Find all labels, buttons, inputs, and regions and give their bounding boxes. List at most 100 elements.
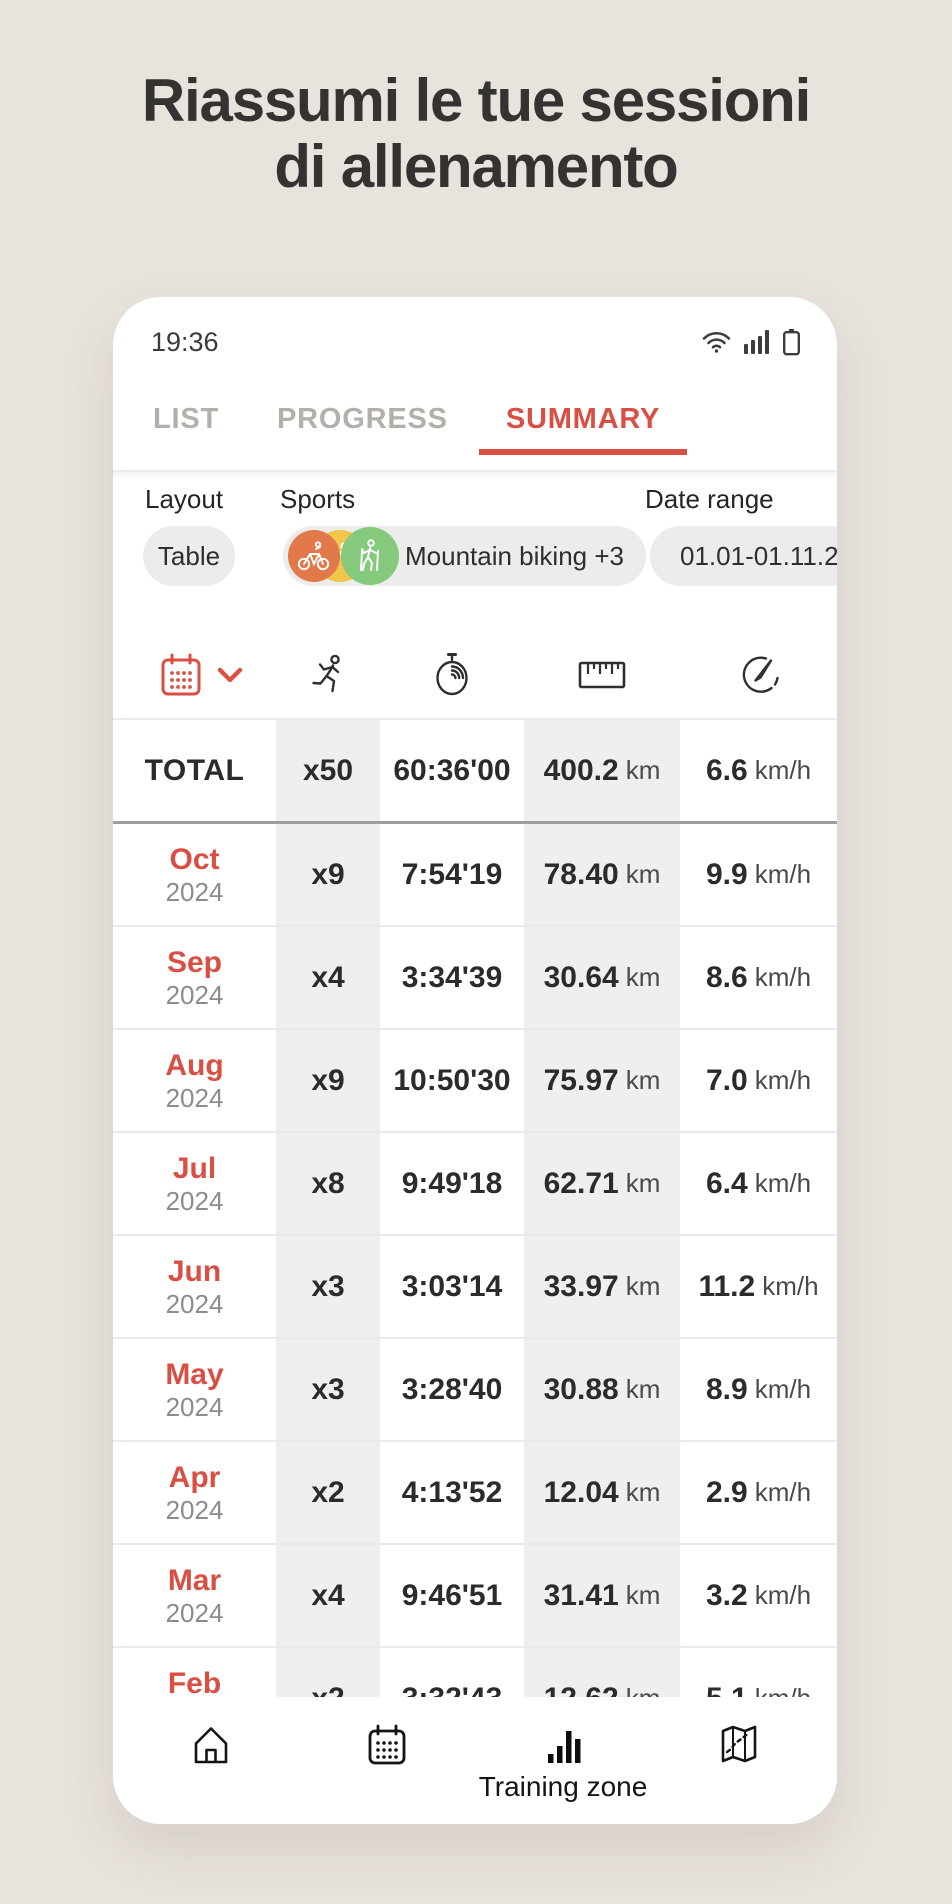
- total-distance: 400.2: [543, 753, 619, 787]
- row-year: 2024: [165, 1185, 224, 1216]
- row-year: 2024: [165, 1391, 224, 1422]
- row-count: x3: [311, 1372, 345, 1406]
- page-title-line1: Riassumi le tue sessioni: [141, 67, 811, 134]
- row-duration: 3:28'40: [401, 1372, 503, 1406]
- tab-summary[interactable]: SUMMARY: [478, 393, 688, 470]
- month-column-header[interactable]: [113, 632, 276, 718]
- wifi-icon: [702, 330, 731, 354]
- row-month: Feb: [167, 1666, 222, 1700]
- row-speed: 11.2: [698, 1269, 756, 1303]
- sports-value: Mountain biking +3: [405, 540, 624, 571]
- row-month: Aug: [165, 1048, 224, 1082]
- table-row[interactable]: Jul 2024 x8 9:49'18 62.71 km 6.4 km/h: [113, 1133, 837, 1236]
- mountain-biking-icon: [288, 530, 340, 582]
- status-icons: [702, 327, 801, 357]
- row-distance-unit: km: [625, 1580, 661, 1610]
- status-time: 19:36: [151, 327, 219, 357]
- row-distance: 30.88: [543, 1372, 619, 1406]
- layout-label: Layout: [145, 484, 224, 514]
- row-duration: 10:50'30: [393, 1063, 511, 1097]
- total-distance-unit: km: [625, 755, 661, 785]
- row-duration: 3:03'14: [401, 1269, 503, 1303]
- row-speed-unit: km/h: [754, 1374, 812, 1404]
- speed-column-header[interactable]: [680, 632, 837, 718]
- row-speed: 8.9: [705, 1372, 748, 1406]
- divider-shadow: [113, 472, 837, 479]
- sports-select[interactable]: Mountain biking +3: [283, 526, 646, 586]
- row-count: x4: [311, 1578, 345, 1612]
- layout-value: Table: [157, 540, 221, 571]
- row-distance: 78.40: [543, 857, 619, 891]
- total-row: TOTAL x50 60:36'00 400.2 km 6.6 km/h: [113, 720, 837, 824]
- row-distance: 33.97: [543, 1269, 619, 1303]
- table-header-row: [113, 632, 837, 720]
- signal-icon: [744, 330, 769, 354]
- nav-item-diary[interactable]: [302, 1721, 472, 1824]
- row-duration: 3:34'39: [401, 960, 503, 994]
- row-distance-unit: km: [625, 1374, 661, 1404]
- row-distance: 62.71: [543, 1166, 619, 1200]
- row-speed-unit: km/h: [754, 1477, 812, 1507]
- divider: [113, 470, 837, 472]
- row-month: Jul: [172, 1151, 217, 1185]
- duration-column-header[interactable]: [380, 632, 524, 718]
- row-distance: 12.04: [543, 1475, 619, 1509]
- table-row[interactable]: Mar 2024 x4 9:46'51 31.41 km 3.2 km/h: [113, 1545, 837, 1648]
- row-duration: 4:13'52: [401, 1475, 503, 1509]
- row-speed: 6.4: [705, 1166, 748, 1200]
- tab-list[interactable]: LIST: [153, 403, 220, 435]
- row-distance-unit: km: [625, 1168, 661, 1198]
- table-row[interactable]: Oct 2024 x9 7:54'19 78.40 km 9.9 km/h: [113, 824, 837, 927]
- row-speed: 2.9: [705, 1475, 748, 1509]
- chevron-down-icon: [217, 666, 243, 684]
- nav-item-home[interactable]: [126, 1721, 296, 1824]
- table-row[interactable]: May 2024 x3 3:28'40 30.88 km 8.9 km/h: [113, 1339, 837, 1442]
- tab-progress[interactable]: PROGRESS: [277, 403, 448, 435]
- total-count: x50: [302, 753, 354, 787]
- row-month: May: [165, 1357, 224, 1391]
- battery-icon: [782, 328, 801, 356]
- page-title-line2: di allenamento: [274, 133, 678, 200]
- row-distance-unit: km: [625, 962, 661, 992]
- runner-icon: [305, 652, 351, 698]
- status-bar: 19:36: [113, 297, 837, 393]
- table-row[interactable]: Jun 2024 x3 3:03'14 33.97 km 11.2 km/h: [113, 1236, 837, 1339]
- row-year: 2024: [165, 1082, 224, 1113]
- row-speed: 7.0: [705, 1063, 748, 1097]
- nav-label-training-zone: Training zone: [478, 1771, 648, 1802]
- home-icon: [187, 1721, 235, 1769]
- map-icon: [715, 1721, 763, 1769]
- row-speed: 9.9: [705, 857, 748, 891]
- row-distance-unit: km: [625, 1065, 661, 1095]
- table-body: Oct 2024 x9 7:54'19 78.40 km 9.9 km/h Se…: [113, 824, 837, 1751]
- training-zone-icon: [541, 1721, 585, 1767]
- ruler-icon: [577, 658, 627, 692]
- nav-item-map[interactable]: [654, 1721, 824, 1824]
- date-range-select[interactable]: 01.01-01.11.20: [650, 526, 837, 586]
- bottom-nav: Training zone: [113, 1697, 837, 1824]
- row-speed-unit: km/h: [754, 962, 812, 992]
- row-year: 2024: [165, 1494, 224, 1525]
- summary-table: TOTAL x50 60:36'00 400.2 km 6.6 km/h Oct…: [113, 632, 837, 1824]
- row-count: x9: [311, 1063, 345, 1097]
- row-duration: 9:49'18: [401, 1166, 503, 1200]
- table-row[interactable]: Apr 2024 x2 4:13'52 12.04 km 2.9 km/h: [113, 1442, 837, 1545]
- nav-item-training-zone[interactable]: Training zone: [478, 1721, 648, 1824]
- calendar-icon: [363, 1721, 411, 1769]
- row-distance-unit: km: [625, 1477, 661, 1507]
- tab-bar: LIST PROGRESS SUMMARY: [153, 393, 688, 470]
- active-tab-underline: [478, 449, 688, 455]
- total-duration: 60:36'00: [393, 753, 511, 787]
- layout-select[interactable]: Table: [143, 526, 235, 586]
- table-row[interactable]: Sep 2024 x4 3:34'39 30.64 km 8.6 km/h: [113, 927, 837, 1030]
- row-month: Sep: [166, 945, 223, 979]
- row-count: x4: [311, 960, 345, 994]
- workouts-column-header[interactable]: [276, 632, 380, 718]
- distance-column-header[interactable]: [524, 632, 680, 718]
- sport-avatars: [283, 526, 405, 586]
- total-label: TOTAL: [144, 753, 245, 787]
- filter-bar: Layout Sports Date range Table: [113, 470, 837, 632]
- row-count: x2: [311, 1475, 345, 1509]
- table-row[interactable]: Aug 2024 x9 10:50'30 75.97 km 7.0 km/h: [113, 1030, 837, 1133]
- row-year: 2024: [165, 1597, 224, 1628]
